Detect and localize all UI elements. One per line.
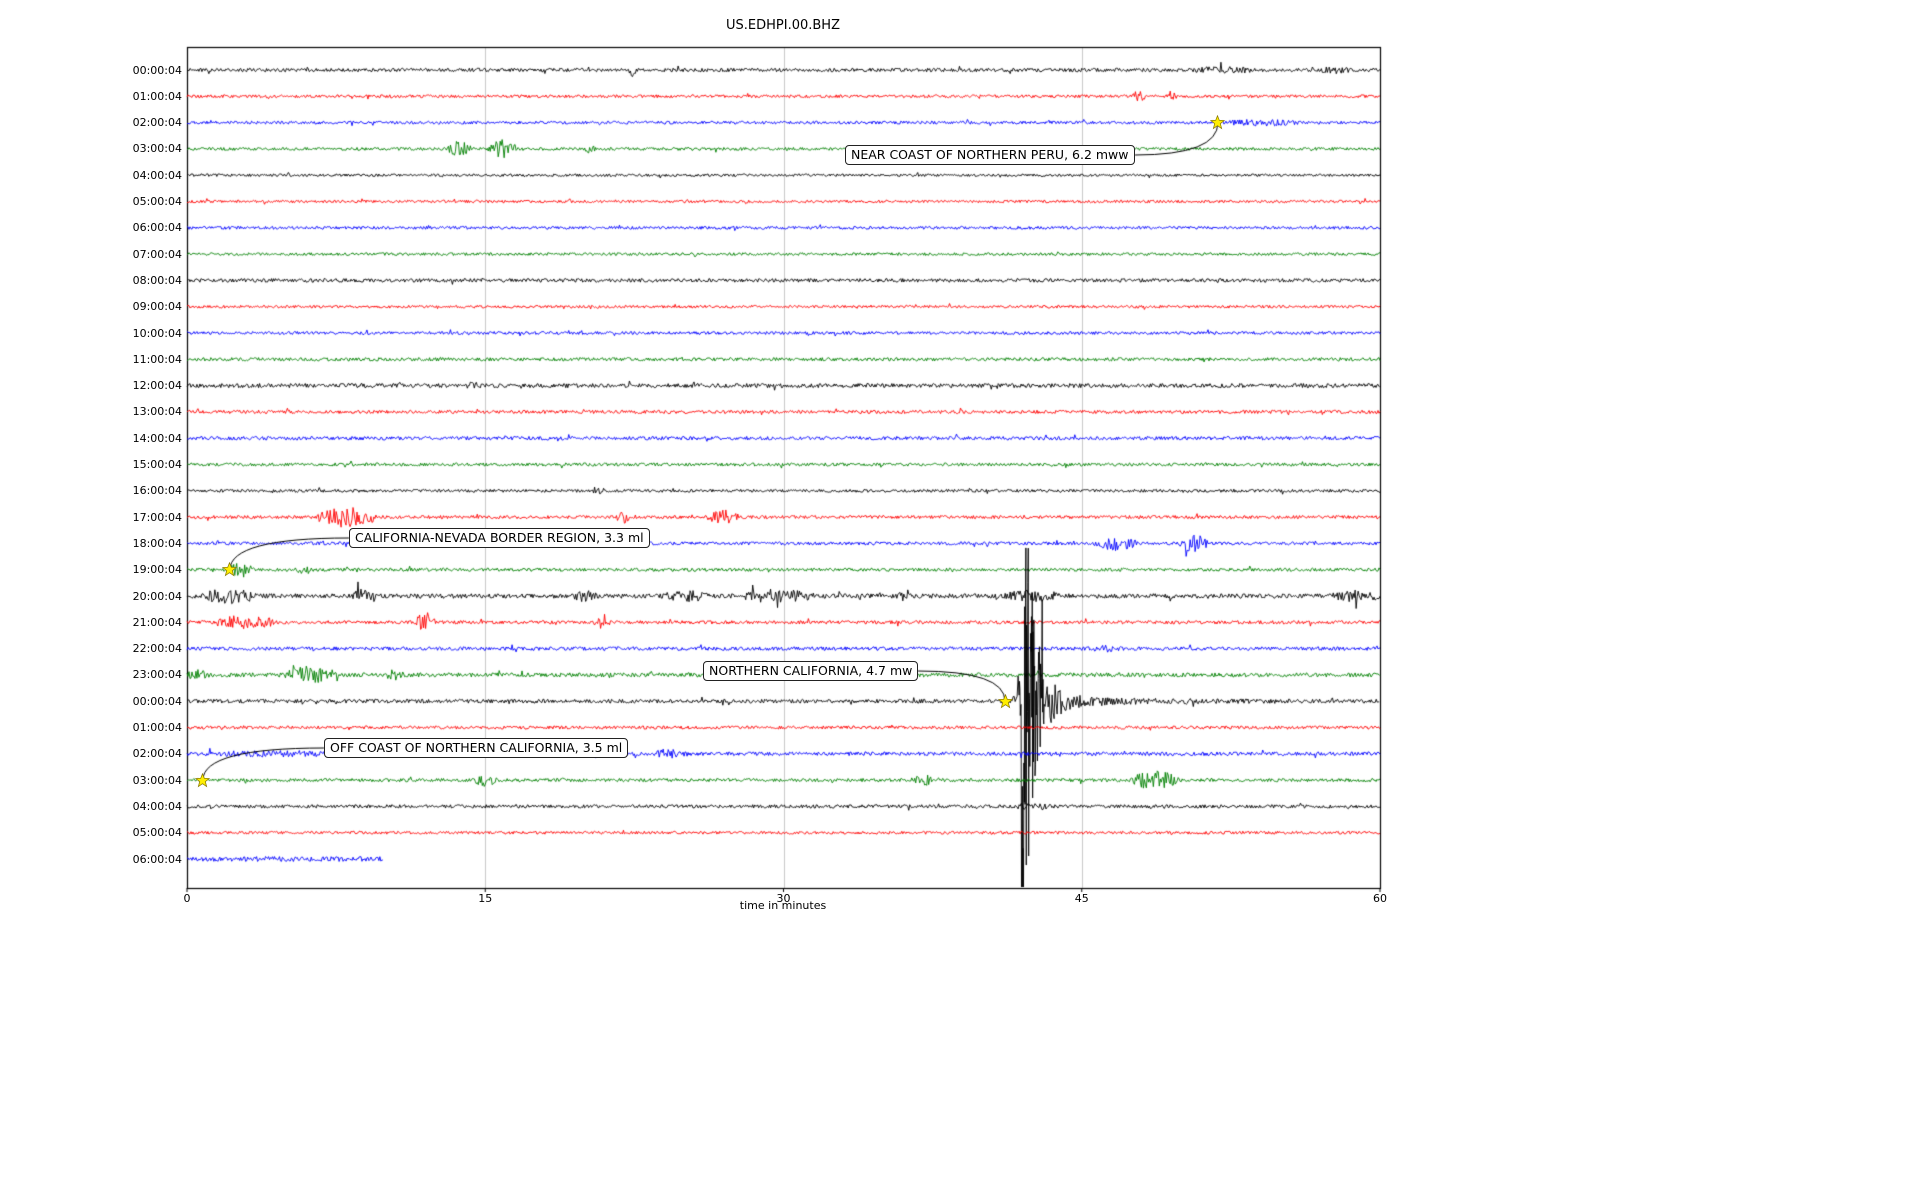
row-time-label: 04:00:04 [132, 168, 182, 182]
x-tick-label: 15 [478, 892, 493, 905]
x-tick-label: 60 [1373, 892, 1387, 905]
x-axis-label: time in minutes [739, 899, 827, 912]
row-time-label: 22:00:04 [132, 642, 182, 656]
row-time-label: 01:00:04 [132, 721, 182, 734]
event-annotation: CALIFORNIA-NEVADA BORDER REGION, 3.3 ml [349, 528, 650, 548]
row-time-label: 03:00:04 [132, 773, 182, 787]
event-star-icon [222, 562, 238, 577]
row-time-label: 10:00:04 [132, 326, 182, 340]
x-tick-label: 30 [776, 892, 791, 905]
figure-title: US.EDHPI.00.BHZ [726, 18, 840, 33]
row-time-label: 20:00:04 [132, 589, 182, 603]
event-star-icon [997, 693, 1013, 709]
event-star-icon [1210, 115, 1226, 130]
row-time-label: 14:00:04 [132, 431, 182, 445]
row-time-label: 02:00:04 [132, 747, 182, 761]
event-annotation: NORTHERN CALIFORNIA, 4.7 mw [703, 661, 919, 681]
row-time-label: 09:00:04 [132, 300, 182, 314]
row-time-label: 00:00:04 [132, 63, 182, 77]
row-time-label: 06:00:04 [132, 852, 182, 866]
row-time-label: 04:00:04 [132, 799, 182, 813]
row-time-label: 23:00:04 [132, 668, 182, 682]
row-time-label: 00:00:04 [132, 694, 182, 708]
row-time-label: 16:00:04 [132, 484, 182, 498]
row-time-label: 11:00:04 [132, 352, 182, 366]
row-time-label: 15:00:04 [132, 458, 182, 471]
row-time-label: 07:00:04 [132, 247, 182, 261]
event-star-icon [195, 772, 211, 787]
x-tick-label: 0 [183, 892, 191, 905]
x-tick-label: 45 [1074, 892, 1089, 905]
row-time-label: 06:00:04 [132, 221, 182, 235]
row-time-label: 17:00:04 [132, 510, 182, 524]
row-time-label: 12:00:04 [132, 379, 182, 393]
row-time-label: 05:00:04 [132, 826, 182, 840]
row-time-label: 02:00:04 [132, 116, 182, 130]
row-time-label: 18:00:04 [132, 536, 182, 550]
row-time-label: 01:00:04 [132, 89, 182, 103]
row-time-label: 08:00:04 [132, 273, 182, 287]
row-time-label: 13:00:04 [132, 405, 182, 419]
event-annotation: OFF COAST OF NORTHERN CALIFORNIA, 3.5 ml [324, 738, 629, 758]
row-time-label: 21:00:04 [132, 615, 182, 629]
row-time-label: 19:00:04 [132, 563, 182, 577]
row-time-label: 03:00:04 [132, 142, 182, 156]
row-time-label: 05:00:04 [132, 195, 182, 208]
event-annotation: NEAR COAST OF NORTHERN PERU, 6.2 mww [845, 145, 1135, 165]
